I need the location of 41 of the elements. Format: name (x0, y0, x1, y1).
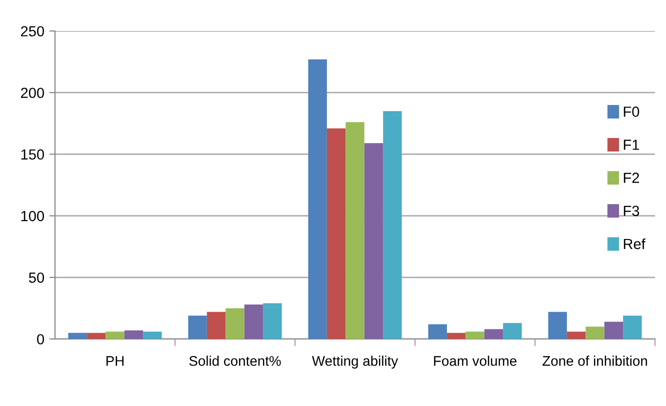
bar (484, 329, 504, 339)
x-tick-label: Foam volume (434, 356, 516, 366)
bar (548, 312, 567, 339)
bar (383, 111, 402, 339)
x-tick-label: Solid content% (189, 356, 281, 366)
y-tick-label: 250 (20, 26, 44, 36)
y-tick-label: 50 (28, 272, 44, 283)
bar (308, 59, 327, 339)
legend-label: F2 (624, 172, 639, 183)
legend-label: F0 (624, 106, 640, 117)
x-tick-label: PH (106, 356, 124, 366)
bar (226, 308, 244, 339)
bar (124, 330, 144, 339)
y-tick-label: 0 (37, 334, 44, 344)
bar (68, 332, 87, 339)
bar (364, 143, 384, 339)
bar (244, 304, 264, 339)
y-tick-label: 150 (21, 149, 44, 160)
legend-label: F3 (624, 206, 640, 216)
bar (326, 128, 346, 339)
bar (566, 332, 586, 339)
bar (503, 322, 522, 339)
bar (188, 316, 207, 339)
bar (623, 316, 642, 339)
bar (446, 332, 466, 339)
y-tick-label: 200 (20, 88, 44, 98)
x-tick-label: Wetting ability (312, 356, 398, 369)
legend-label: Ref (624, 238, 646, 250)
bar (346, 122, 364, 339)
bar (466, 332, 484, 339)
bar (263, 303, 282, 339)
bar (428, 324, 447, 339)
legend-label: F1 (624, 140, 640, 150)
bar (604, 322, 624, 339)
bar (143, 332, 162, 339)
y-tick-label: 100 (21, 210, 44, 222)
bar (86, 332, 106, 339)
bar (106, 332, 124, 339)
bar (206, 312, 226, 339)
x-tick-label: Zone of inhibition (542, 356, 647, 366)
bar (586, 326, 604, 339)
